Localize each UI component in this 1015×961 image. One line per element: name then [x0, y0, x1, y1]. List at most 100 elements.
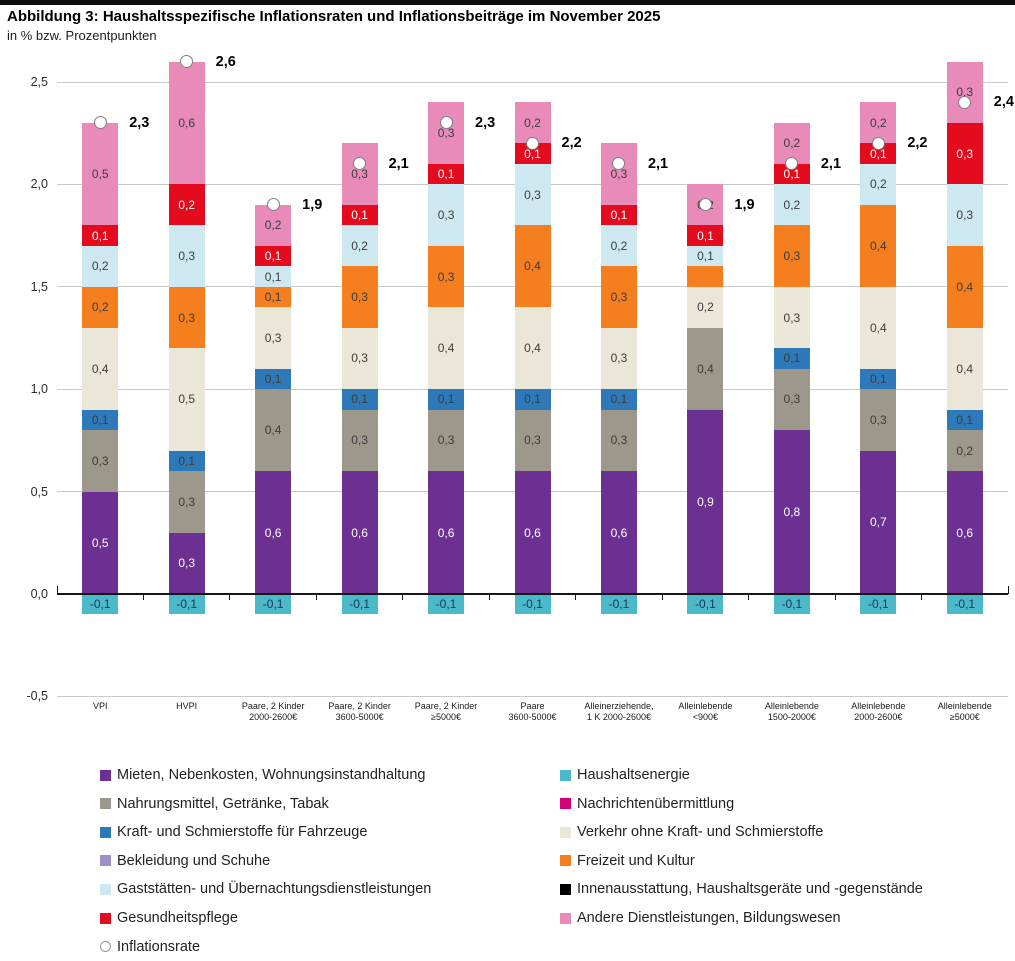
bar-segment-gesundheit: 0,1 [82, 225, 119, 246]
segment-value-label: 0,2 [524, 115, 541, 130]
x-category-line2: ≥5000€ [431, 712, 462, 722]
x-category-line1: VPI [92, 701, 108, 711]
inflation-rate-marker [180, 55, 194, 69]
figure-subtitle: in % bzw. Prozentpunkten [7, 28, 157, 43]
x-category-line2: 1500-2000€ [767, 712, 816, 722]
legend-color-swatch [560, 769, 571, 781]
y-axis-tick-label: 1,5 [30, 279, 48, 294]
legend-label: Gesundheitspflege [117, 910, 238, 926]
segment-value-label: 0,3 [610, 167, 628, 182]
segment-value-label: 0,6 [956, 525, 974, 540]
legend-color-swatch [100, 798, 111, 810]
legend-label: Inflationsrate [117, 938, 201, 955]
segment-value-label: 0,1 [264, 269, 282, 284]
segment-value-label: 0,2 [264, 218, 282, 233]
x-category-label: Alleinlebende <900€ [662, 701, 748, 723]
legend-color-swatch [560, 855, 571, 867]
x-category-line2: 3600-5000€ [335, 712, 384, 722]
bar-segment-andere: 0,3 [428, 102, 465, 164]
x-category-line1: Paare, 2 Kinder [328, 701, 391, 711]
segment-value-label: 0,3 [783, 392, 801, 407]
legend-label: Haushaltsenergie [577, 767, 690, 783]
bar-segment-nahrungsmittel: 0,3 [600, 409, 637, 472]
bar-segment-below-haushaltsenergie: -0,1 [600, 594, 637, 615]
legend-item-freizeit: Freizeit und Kultur [560, 851, 695, 871]
y-axis-tick-label: 0,0 [30, 587, 48, 601]
segment-value-label: 0,7 [869, 515, 887, 530]
inflation-rate-marker [612, 157, 626, 171]
x-category-line1: Alleinlebende [678, 701, 733, 711]
x-category-line1: Paare, 2 Kinder [241, 701, 305, 711]
bar-segment-freizeit [687, 266, 724, 287]
bar-segment-andere: 0,2 [773, 122, 810, 164]
segment-value-label: 0,1 [437, 167, 455, 182]
segment-value-label: 0,2 [697, 300, 714, 315]
inflation-rate-marker [698, 198, 712, 212]
bar-segment-nahrungsmittel: 0,3 [514, 409, 551, 472]
legend-item-gaststaetten: Gaststätten- und Übernachtungsdienstleis… [100, 879, 431, 899]
x-category-label: Alleinerziehende, 1 K 2000-2600€ [576, 701, 662, 723]
bar-segment-kraftstoffe: 0,1 [428, 389, 465, 410]
segment-value-label: 0,1 [264, 371, 282, 386]
x-category-label: Paare 3600-5000€ [489, 701, 575, 723]
segment-value-label: 0,3 [91, 453, 109, 468]
x-category-label: Paare, 2 Kinder 3600-5000€ [316, 701, 402, 723]
legend-label: Gaststätten- und Übernachtungsdienstleis… [117, 881, 432, 898]
legend-color-swatch [100, 826, 111, 838]
bar-segment-mieten: 0,7 [860, 450, 897, 594]
segment-value-label: 0,1 [524, 392, 541, 407]
segment-value-label: 0,1 [91, 228, 109, 243]
bar-segment-mieten: 0,5 [82, 491, 119, 594]
x-category-label: Alleinlebende 2000-2600€ [835, 701, 921, 723]
bar-segment-verkehr: 0,2 [687, 286, 724, 328]
bar-segment-below-haushaltsenergie: -0,1 [168, 594, 205, 615]
bar-segment-freizeit: 0,4 [946, 245, 983, 328]
x-axis-tick [315, 595, 317, 600]
plot-area: 2,5 2,0 1,5 1,0 0,5 0,0 -0,5 0,5 0,3 0,1 0,4 0,2 0,2… [26, 54, 1013, 723]
segment-value-label: 0,1 [610, 392, 628, 407]
y-axis-tick-label: 1,0 [30, 382, 48, 397]
x-category-label: HVPI [143, 701, 229, 712]
bar-segment-andere: 0,3 [946, 61, 983, 123]
bar-segment-freizeit: 0,4 [860, 204, 897, 287]
segment-value-label: 0,3 [610, 290, 628, 305]
bar-segment-gaststaetten: 0,3 [514, 163, 551, 226]
segment-value-label: 0,4 [956, 279, 974, 294]
segment-value-label: 0,4 [524, 341, 541, 356]
x-axis-tick [402, 595, 404, 600]
x-axis-tick [142, 595, 144, 600]
segment-value-label: 0,8 [783, 505, 801, 520]
y-axis-tick-label: -0,5 [26, 689, 48, 704]
legend-item-nachrichten: Nachrichtenübermittlung [560, 794, 734, 814]
segment-value-label: 0,3 [351, 433, 368, 448]
bar-segment-verkehr: 0,4 [860, 286, 897, 369]
legend-label: Verkehr ohne Kraft- und Schmierstoffe [577, 824, 824, 841]
segment-value-label: 0,3 [956, 85, 974, 100]
segment-value-label: 0,3 [524, 433, 541, 448]
segment-value-label: -0,1 [781, 597, 803, 612]
bar-segment-gesundheit: 0,1 [600, 204, 637, 226]
bar-segment-gesundheit: 0,3 [946, 122, 983, 185]
x-category-label: Alleinlebende ≥5000€ [922, 701, 1008, 723]
legend-label: Nachrichtenübermittlung [577, 795, 735, 812]
bar-segment-gesundheit: 0,1 [255, 245, 292, 267]
segment-value-label: -0,1 [954, 597, 976, 612]
bar-segment-nahrungsmittel: 0,3 [168, 471, 205, 533]
bar-segment-andere: 0,3 [341, 143, 378, 205]
segment-value-label: 0,5 [178, 392, 196, 407]
bar-segment-mieten: 0,6 [514, 471, 551, 594]
segment-value-label: 0,1 [697, 228, 714, 243]
segment-value-label: 0,3 [783, 310, 801, 325]
legend-item-marker: Inflationsrate [100, 937, 200, 957]
segment-value-label: 0,6 [610, 525, 628, 540]
segment-value-label: 0,1 [869, 146, 887, 161]
bar-segment-kraftstoffe: 0,1 [773, 348, 810, 369]
legend-color-swatch [100, 883, 111, 895]
segment-value-label: 0,1 [437, 392, 455, 407]
bar-segment-nahrungsmittel: 0,3 [773, 368, 810, 431]
segment-value-label: 0,4 [437, 341, 455, 356]
bar-segment-gaststaetten: 0,2 [82, 245, 119, 287]
bar-segment-mieten: 0,9 [687, 409, 724, 594]
segment-value-label: 0,1 [783, 351, 801, 366]
legend-color-swatch [100, 855, 111, 867]
